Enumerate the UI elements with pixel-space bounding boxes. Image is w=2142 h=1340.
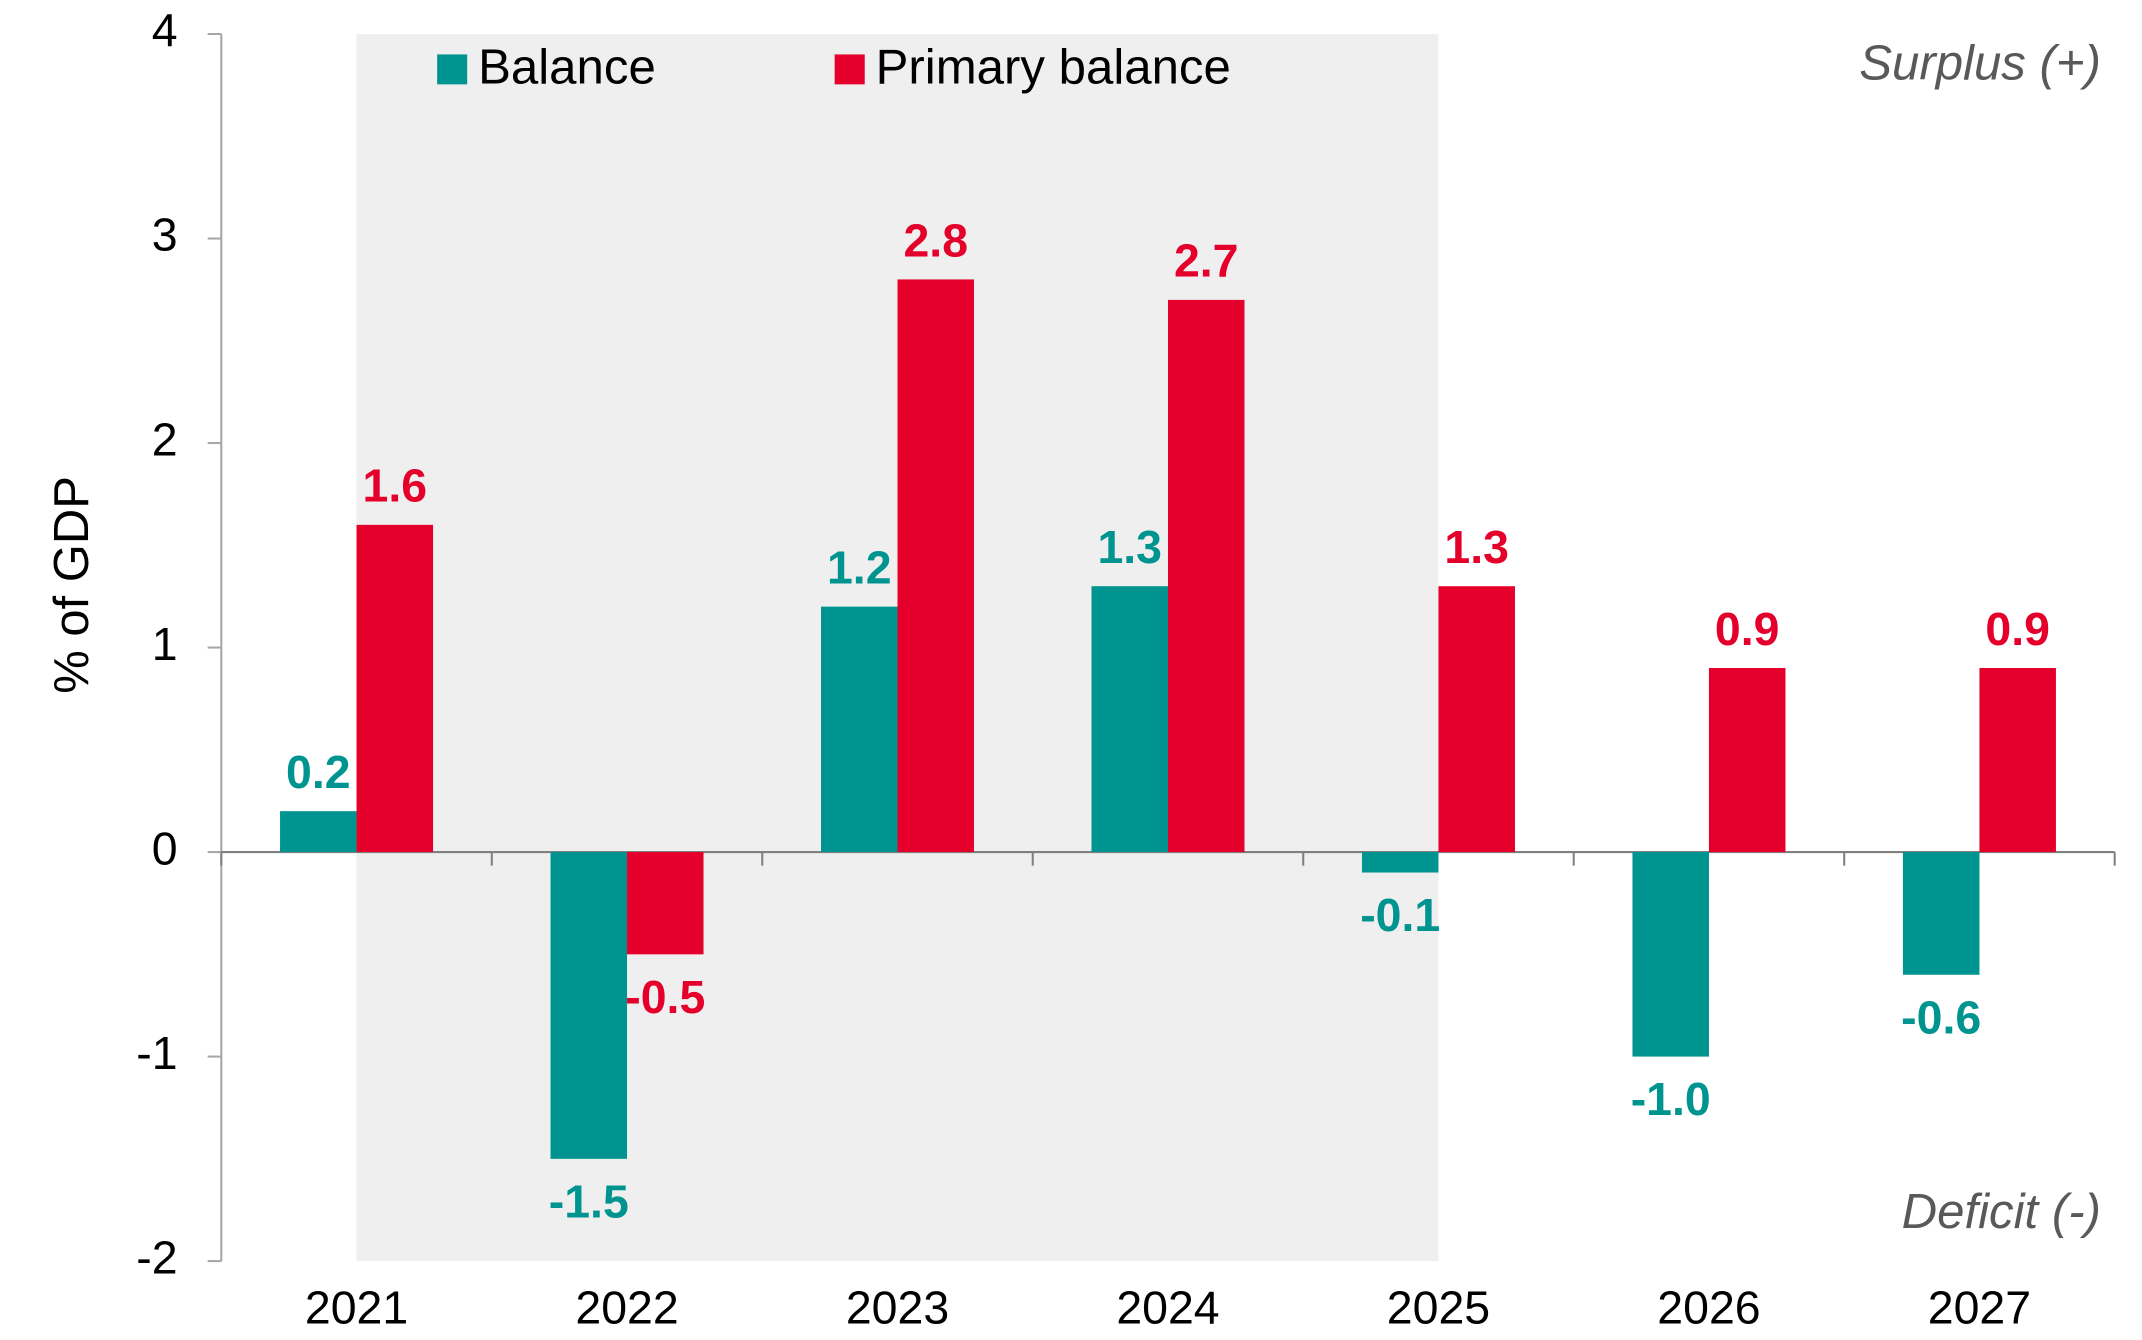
legend-swatch xyxy=(437,54,468,85)
x-tick-label: 2022 xyxy=(575,1282,678,1334)
y-tick-label: 1 xyxy=(152,618,178,670)
bar xyxy=(1438,586,1515,853)
value-label: 2.8 xyxy=(903,214,968,266)
value-label: 1.6 xyxy=(363,460,428,512)
y-tick-label: 3 xyxy=(152,209,178,261)
bar xyxy=(1632,852,1709,1057)
y-tick-label: -2 xyxy=(136,1231,177,1283)
value-label: -1.5 xyxy=(549,1175,629,1227)
x-tick-label: 2023 xyxy=(846,1282,949,1334)
bar xyxy=(1902,852,1980,975)
value-label: 2.7 xyxy=(1174,235,1239,287)
x-tick-label: 2027 xyxy=(1928,1282,2031,1334)
legend-label: Balance xyxy=(478,41,656,95)
bar xyxy=(821,606,898,853)
bar xyxy=(1979,668,2056,853)
y-axis-label: % of GDP xyxy=(45,476,99,694)
x-tick-label: 2025 xyxy=(1387,1282,1490,1334)
bar xyxy=(550,852,628,1159)
value-label: -0.1 xyxy=(1360,889,1440,941)
bar xyxy=(1091,586,1168,853)
value-label: 1.3 xyxy=(1097,521,1162,573)
x-tick-label: 2021 xyxy=(305,1282,408,1334)
value-label: -0.6 xyxy=(1901,991,1981,1043)
annotation: Deficit (-) xyxy=(1902,1185,2101,1239)
x-tick-label: 2026 xyxy=(1657,1282,1760,1334)
legend-swatch xyxy=(834,54,865,85)
bar xyxy=(897,279,975,853)
legend-label: Primary balance xyxy=(876,41,1231,95)
bar xyxy=(1361,852,1439,873)
y-tick-label: 2 xyxy=(152,413,178,465)
value-label: -0.5 xyxy=(625,971,705,1023)
value-label: 0.9 xyxy=(1985,603,2050,655)
bar xyxy=(280,811,357,853)
bar xyxy=(1167,299,1245,853)
value-label: 1.3 xyxy=(1444,521,1509,573)
value-label: 0.9 xyxy=(1715,603,1780,655)
bar xyxy=(1708,668,1786,853)
value-label: 1.2 xyxy=(827,542,892,594)
y-tick-label: 0 xyxy=(152,822,178,874)
x-tick-label: 2024 xyxy=(1116,1282,1219,1334)
annotation: Surplus (+) xyxy=(1859,37,2101,91)
value-label: 0.2 xyxy=(286,746,351,798)
bar xyxy=(356,524,434,853)
value-label: -1.0 xyxy=(1631,1073,1711,1125)
y-tick-label: -1 xyxy=(136,1027,177,1079)
bar xyxy=(627,852,704,955)
y-tick-label: 4 xyxy=(152,4,178,56)
